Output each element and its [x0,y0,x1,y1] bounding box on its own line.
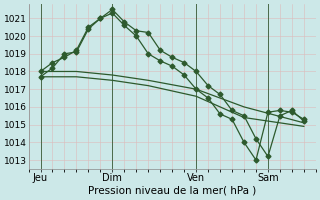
X-axis label: Pression niveau de la mer( hPa ): Pression niveau de la mer( hPa ) [88,186,256,196]
